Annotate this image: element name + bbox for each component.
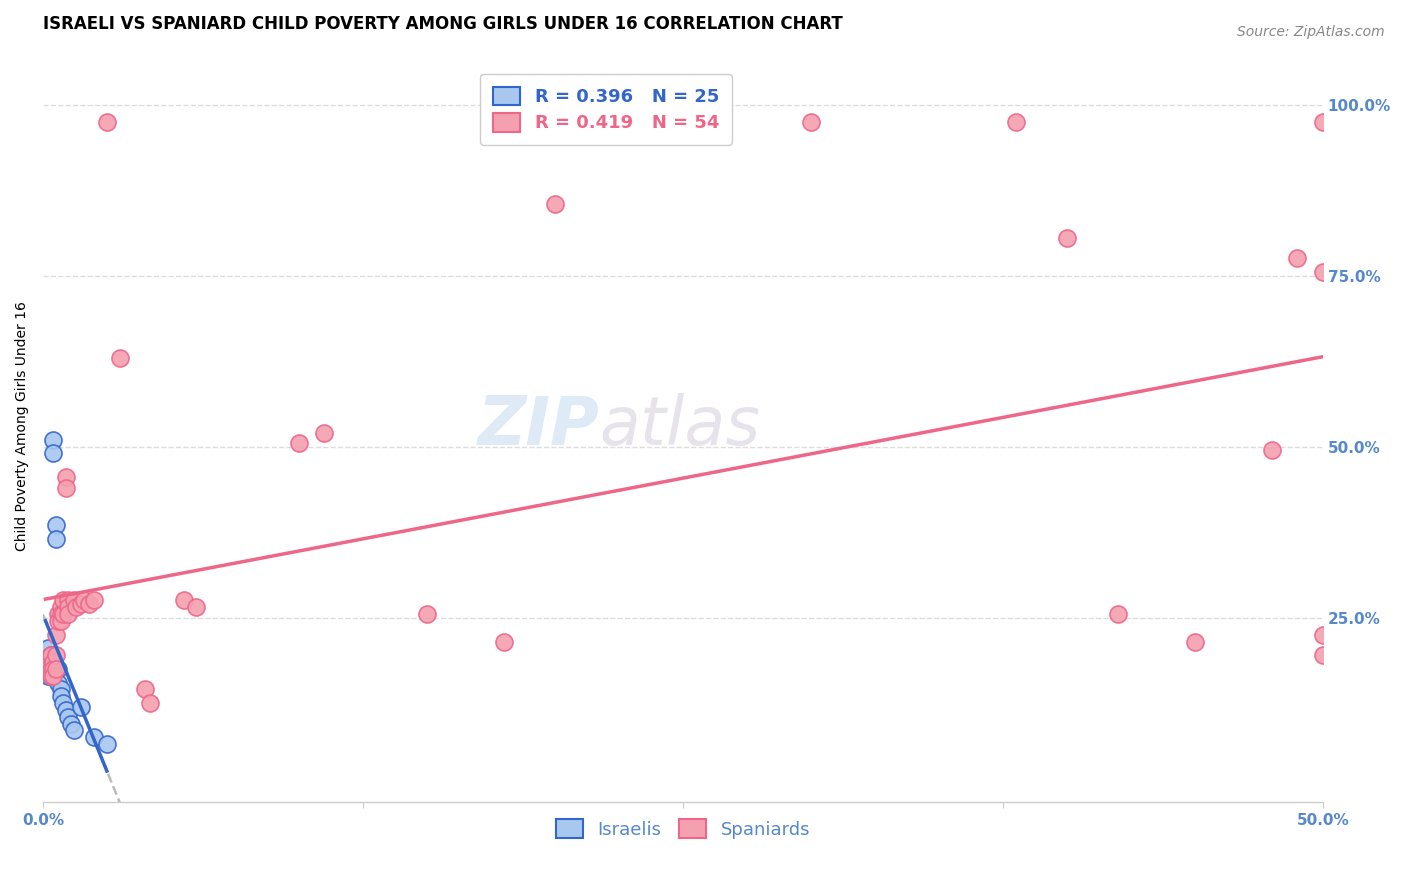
Point [46, 675, 69, 690]
Point [186, 600, 208, 615]
Point [83, 593, 105, 607]
Point [45, 518, 67, 533]
Point [1286, 252, 1309, 266]
Point [49, 682, 72, 697]
Point [58, 593, 80, 607]
Point [45, 648, 67, 663]
Point [45, 628, 67, 642]
Text: ISRAELI VS SPANIARD CHILD POVERTY AMONG GIRLS UNDER 16 CORRELATION CHART: ISRAELI VS SPANIARD CHILD POVERTY AMONG … [44, 15, 842, 33]
Point [37, 655, 59, 669]
Point [58, 600, 80, 615]
Point [46, 614, 69, 628]
Point [52, 696, 75, 710]
Point [134, 682, 156, 697]
Text: Source: ZipAtlas.com: Source: ZipAtlas.com [1237, 25, 1385, 39]
Point [1312, 648, 1334, 663]
Point [55, 481, 77, 495]
Point [58, 710, 80, 724]
Point [42, 433, 65, 447]
Point [416, 607, 439, 622]
Text: ZIP: ZIP [478, 393, 600, 459]
Point [39, 662, 62, 676]
Point [60, 716, 83, 731]
Point [37, 662, 59, 676]
Point [49, 690, 72, 704]
Point [1004, 114, 1026, 128]
Point [288, 436, 311, 450]
Point [1312, 114, 1334, 128]
Point [1312, 265, 1334, 279]
Point [39, 648, 62, 663]
Point [55, 470, 77, 484]
Point [42, 655, 65, 669]
Point [70, 597, 93, 611]
Point [46, 607, 69, 622]
Point [37, 669, 59, 683]
Point [52, 607, 75, 622]
Point [45, 532, 67, 546]
Point [39, 648, 62, 663]
Point [139, 696, 162, 710]
Point [39, 669, 62, 683]
Point [73, 593, 96, 607]
Point [49, 607, 72, 622]
Point [52, 593, 75, 607]
Point [34, 662, 56, 676]
Point [37, 651, 59, 665]
Point [46, 662, 69, 676]
Point [42, 446, 65, 460]
Point [45, 662, 67, 676]
Point [58, 607, 80, 622]
Point [96, 737, 118, 751]
Point [34, 651, 56, 665]
Point [1312, 628, 1334, 642]
Point [55, 703, 77, 717]
Point [49, 614, 72, 628]
Text: atlas: atlas [600, 393, 761, 459]
Point [49, 600, 72, 615]
Point [492, 634, 515, 648]
Point [62, 723, 84, 738]
Point [37, 641, 59, 656]
Point [83, 731, 105, 745]
Point [42, 662, 65, 676]
Point [1260, 442, 1282, 457]
Y-axis label: Child Poverty Among Girls Under 16: Child Poverty Among Girls Under 16 [15, 301, 30, 551]
Point [37, 662, 59, 676]
Point [42, 669, 65, 683]
Legend: Israelis, Spaniards: Israelis, Spaniards [548, 812, 817, 846]
Point [39, 662, 62, 676]
Point [39, 669, 62, 683]
Point [1184, 634, 1206, 648]
Point [96, 114, 118, 128]
Point [800, 114, 823, 128]
Point [70, 699, 93, 714]
Point [62, 593, 84, 607]
Point [1056, 231, 1078, 245]
Point [173, 593, 195, 607]
Point [65, 600, 87, 615]
Point [34, 651, 56, 665]
Point [108, 351, 131, 365]
Point [544, 196, 567, 211]
Point [1107, 607, 1129, 622]
Point [314, 425, 336, 440]
Point [77, 597, 100, 611]
